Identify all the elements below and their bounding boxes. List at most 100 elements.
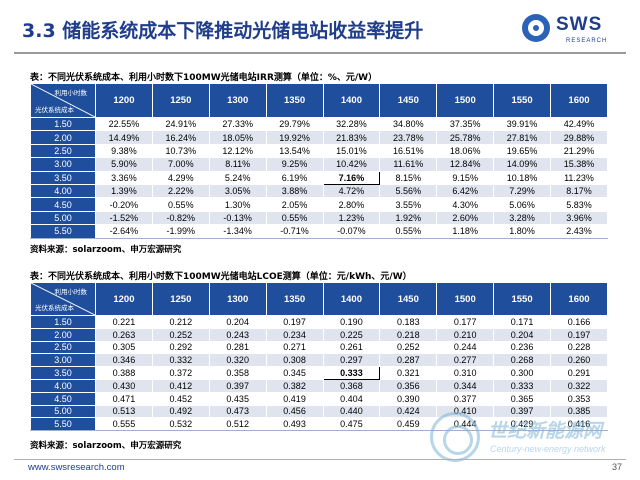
- table1-source: 资料来源：solarzoom、申万宏源研究: [30, 245, 182, 255]
- table-cell: 5.56%: [379, 183, 438, 199]
- table-cell: 0.281: [208, 340, 267, 355]
- corner-diagonal: [31, 84, 95, 117]
- table-cell: 0.368: [322, 378, 381, 393]
- table-cell: 13.54%: [265, 143, 324, 159]
- table-cell: 24.91%: [151, 116, 210, 132]
- table-cell: 39.91%: [493, 116, 551, 132]
- table-cell: 0.404: [322, 391, 381, 406]
- table-row: 3.50 3.36% 4.29% 5.24% 6.19% 7.16% 8.15% 9.15% 1…: [30, 170, 608, 185]
- table-cell: 0.356: [379, 378, 438, 393]
- table-cell: 0.292: [151, 340, 210, 355]
- table-cell: 0.252: [379, 340, 438, 355]
- table-cell: 0.390: [379, 391, 438, 406]
- table-cell: 21.83%: [322, 130, 381, 145]
- column-header: 1200: [95, 282, 153, 316]
- lcoe-table: 利用小时数 光伏系统成本 1200 1250 1300 1350 1400 1450 1500 1…: [30, 282, 608, 432]
- row-header: 2.50: [30, 143, 96, 159]
- row-header: 3.00: [30, 353, 96, 368]
- column-header: 1550: [493, 83, 551, 118]
- column-header: 1300: [208, 282, 267, 316]
- table-cell: 0.513: [95, 404, 153, 419]
- watermark-globe-icon: [430, 412, 480, 462]
- column-header: 1550: [493, 282, 551, 316]
- table-cell: 0.261: [322, 340, 381, 355]
- corner-row-label: 光伏系统成本: [35, 305, 74, 312]
- column-header: 1400: [322, 83, 381, 118]
- table-cell: -0.71%: [265, 224, 324, 239]
- table-cell: 5.83%: [550, 197, 608, 212]
- page-number: 37: [612, 462, 623, 472]
- table-cell: 0.171: [493, 315, 551, 329]
- table-cell: 0.435: [208, 391, 267, 406]
- table-cell: 3.05%: [208, 183, 267, 199]
- table-cell: 0.271: [265, 340, 324, 355]
- column-header: 1500: [436, 282, 495, 316]
- footer-url[interactable]: www.swsresearch.com: [28, 462, 125, 473]
- table-cell: 2.43%: [550, 224, 608, 239]
- row-header: 4.50: [30, 197, 96, 212]
- table-cell: 0.358: [208, 366, 267, 380]
- column-header: 1350: [265, 83, 324, 118]
- column-header: 1250: [151, 83, 210, 118]
- row-header: 4.50: [30, 391, 96, 406]
- table-cell: 0.493: [265, 417, 324, 432]
- table-cell: 0.388: [95, 366, 153, 380]
- table-cell: 1.80%: [493, 224, 551, 239]
- table-cell: 0.210: [436, 327, 495, 342]
- table-cell: 7.29%: [493, 183, 551, 199]
- table-cell: 0.321: [379, 366, 438, 380]
- table-cell: 42.49%: [550, 116, 608, 132]
- corner-row-label: 光伏系统成本: [35, 107, 74, 114]
- table-cell: 0.55%: [379, 224, 438, 239]
- table-cell: 27.33%: [208, 116, 267, 132]
- table-cell: 8.11%: [208, 157, 267, 172]
- table-cell: 0.308: [265, 353, 324, 368]
- table-row: 5.50 -2.64% -1.99% -1.34% -0.71% -0.07% 0.55% 1…: [30, 224, 608, 239]
- column-header: 1600: [550, 282, 608, 316]
- table-cell: 0.333: [322, 366, 381, 380]
- watermark-text: 世纪新能源网: [488, 420, 603, 442]
- table-cell: 4.72%: [322, 183, 381, 199]
- table-cell: 27.81%: [493, 130, 551, 145]
- table-row: 4.00 0.430 0.412 0.397 0.382 0.368 0.356 0.344 0…: [30, 378, 608, 393]
- row-header: 4.00: [30, 378, 96, 393]
- table-cell: 0.473: [208, 404, 267, 419]
- table-cell: 22.55%: [95, 116, 153, 132]
- table-cell: 0.365: [493, 391, 551, 406]
- table-cell: 8.15%: [379, 170, 438, 185]
- table-cell: 0.177: [436, 315, 495, 329]
- table-cell: 0.382: [265, 378, 324, 393]
- table-cell: 9.38%: [95, 143, 153, 159]
- table-cell: 7.00%: [151, 157, 210, 172]
- column-header: 1400: [322, 282, 381, 316]
- table-cell: 0.344: [436, 378, 495, 393]
- row-header: 5.00: [30, 404, 96, 419]
- table-cell: 32.28%: [322, 116, 381, 132]
- row-header: 3.00: [30, 157, 96, 172]
- table-cell: 34.80%: [379, 116, 438, 132]
- table-cell: 0.333: [493, 378, 551, 393]
- corner-diagonal: [31, 283, 95, 315]
- table-cell: 0.452: [151, 391, 210, 406]
- table-cell: -0.82%: [151, 210, 210, 226]
- table-cell: 37.35%: [436, 116, 495, 132]
- table-cell: -1.34%: [208, 224, 267, 239]
- table-cell: 0.310: [436, 366, 495, 380]
- row-header: 5.00: [30, 210, 96, 226]
- table-cell: 0.297: [322, 353, 381, 368]
- table-cell: 0.234: [265, 327, 324, 342]
- table-cell: 0.397: [493, 404, 551, 419]
- table-cell: 0.440: [322, 404, 381, 419]
- table-cell: 11.61%: [379, 157, 438, 172]
- table-cell: 0.424: [379, 404, 438, 419]
- table-cell: -0.07%: [322, 224, 381, 239]
- table-cell: 8.17%: [550, 183, 608, 199]
- table-cell: 7.16%: [322, 170, 381, 185]
- row-header: 1.50: [30, 315, 96, 329]
- table-cell: 19.65%: [493, 143, 551, 159]
- table-cell: 18.06%: [436, 143, 495, 159]
- row-header: 2.00: [30, 327, 96, 342]
- table-cell: 0.221: [95, 315, 153, 329]
- sws-logo: SWS RESEARCH: [522, 12, 630, 50]
- table-cell: 0.322: [550, 378, 608, 393]
